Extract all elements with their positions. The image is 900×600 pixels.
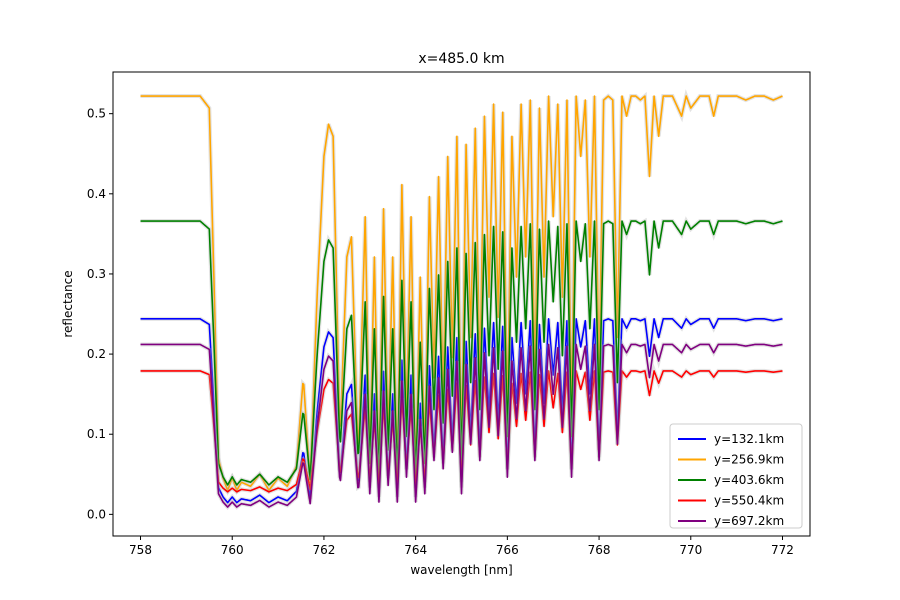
legend-label: y=256.9km: [714, 453, 784, 467]
x-axis-ticks: 758 760 762 764 766 768 770 772: [129, 536, 794, 557]
y-axis-label: reflectance: [61, 270, 75, 337]
x-axis-label: wavelength [nm]: [410, 563, 512, 577]
y-tick-label: 0.5: [87, 107, 106, 121]
y-tick-label: 0.4: [87, 187, 106, 201]
chart-title: x=485.0 km: [418, 51, 504, 67]
legend: y=132.1km y=256.9km y=403.6km y=550.4km y=69…: [669, 423, 803, 529]
x-tick-label: 770: [679, 543, 702, 557]
legend-label: y=132.1km: [714, 432, 784, 446]
y-axis-ticks: 0.0 0.1 0.2 0.3 0.4 0.5: [87, 107, 113, 521]
plot-area: [140, 89, 784, 510]
legend-label: y=550.4km: [714, 494, 784, 508]
x-tick-label: 772: [771, 543, 794, 557]
x-tick-label: 766: [496, 543, 519, 557]
x-tick-label: 764: [404, 543, 427, 557]
legend-box: [669, 423, 803, 529]
y-tick-label: 0.1: [87, 427, 106, 441]
y-tick-label: 0.3: [87, 267, 106, 281]
legend-label: y=697.2km: [714, 514, 784, 528]
x-tick-label: 760: [221, 543, 244, 557]
y-tick-label: 0.2: [87, 347, 106, 361]
series-line-5: [140, 343, 783, 508]
x-tick-label: 768: [588, 543, 611, 557]
x-tick-label: 762: [312, 543, 335, 557]
axes-frame: [112, 71, 811, 537]
x-tick-label: 758: [129, 543, 152, 557]
y-tick-label: 0.0: [87, 507, 106, 521]
legend-label: y=403.6km: [714, 473, 784, 487]
series-line-3: [140, 220, 783, 486]
